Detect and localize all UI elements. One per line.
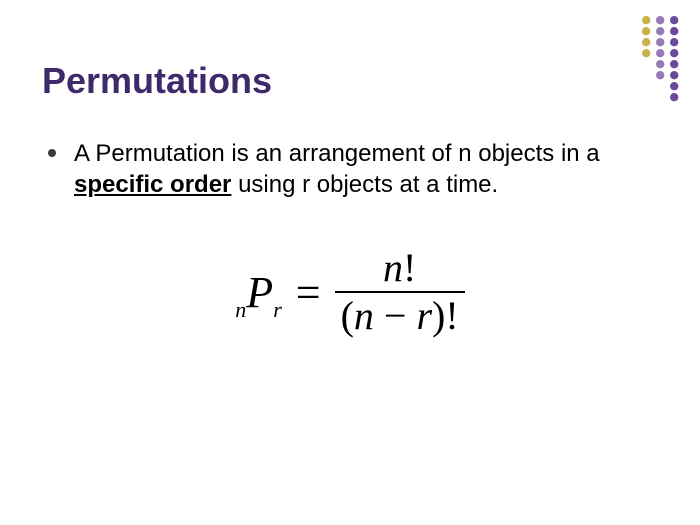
bullet-text-pre: A Permutation is an arrangement of n obj…: [74, 140, 600, 167]
formula-lhs: n P r: [235, 267, 281, 318]
bullet-dot-icon: [48, 149, 56, 157]
bullet-text-post: using r objects at a time.: [231, 171, 498, 198]
corner-dot-decoration: [640, 14, 680, 103]
bullet-item: A Permutation is an arrangement of n obj…: [48, 138, 658, 200]
formula-lhs-main: P: [246, 267, 273, 318]
formula-numerator: n!: [377, 245, 422, 291]
formula-denominator: (n − r)!: [335, 293, 465, 339]
formula-fraction: n! (n − r)!: [335, 245, 465, 339]
bullet-text-emph: specific order: [74, 171, 231, 198]
formula-lhs-presub: n: [235, 297, 246, 323]
bullet-text: A Permutation is an arrangement of n obj…: [74, 138, 658, 200]
formula-lhs-postsub: r: [273, 297, 282, 323]
formula-equals: =: [296, 267, 321, 318]
slide-title: Permutations: [42, 60, 272, 102]
permutation-formula: n P r = n! (n − r)!: [0, 245, 700, 339]
